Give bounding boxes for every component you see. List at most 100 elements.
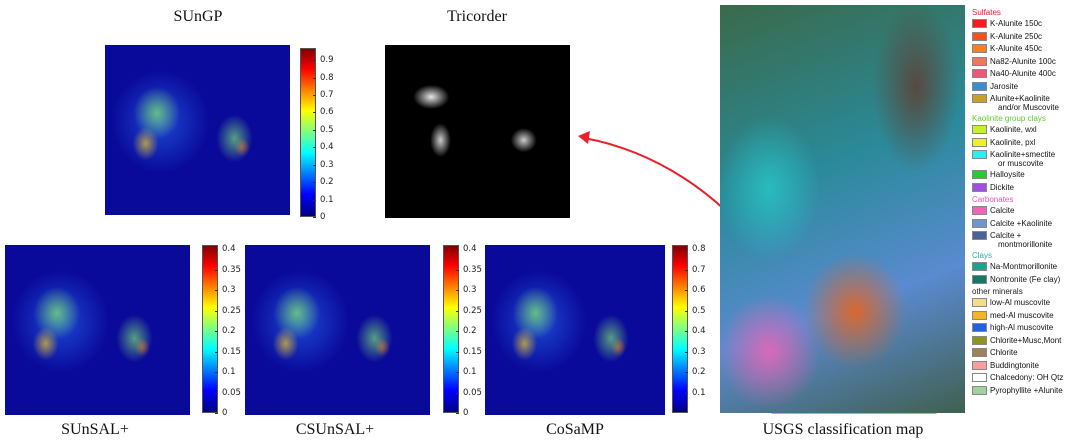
colorbar-tick [313,95,316,96]
legend-label: Chalcedony: OH Qtz [990,373,1063,382]
legend-label: Chlorite [990,348,1018,357]
legend-swatch [972,44,987,53]
colorbar-tick-label: 0.4 [463,244,477,254]
legend-label: Na40-Alunite 400c [990,69,1056,78]
colorbar-tick [313,147,316,148]
colorbar-tick [215,311,218,312]
legend-swatch [972,323,987,332]
colorbar-tick [313,130,316,131]
colorbar-tick-label: 0.05 [222,388,241,398]
colorbar-tick [313,200,316,201]
legend-swatch [972,219,987,228]
legend-swatch [972,206,987,215]
legend-swatch [972,57,987,66]
colorbar-tick-label: 0.2 [222,326,236,336]
legend-label: Na-Montmorillonite [990,262,1057,271]
legend-swatch [972,275,987,284]
legend-label: Buddingtonite [990,361,1039,370]
legend-header: Kaolinite group clays [972,114,1046,123]
colorbar-tick-label: 0.15 [222,347,241,357]
panel-image [105,45,290,215]
legend-label: med-Al muscovite [990,311,1054,320]
legend-swatch [972,19,987,28]
colorbar-tick [313,217,316,218]
colorbar-tick [685,290,688,291]
legend-swatch [972,231,987,240]
legend-swatch [972,150,987,159]
panel-title: CSUnSAL+ [296,421,374,439]
colorbar-tick-label: 0.3 [692,347,706,357]
legend-label: montmorillonite [998,240,1052,249]
legend-swatch [972,82,987,91]
panel-title: CoSaMP [546,421,604,439]
colorbar-tick-label: 0.35 [222,265,241,275]
colorbar-tick [685,393,688,394]
colorbar-tick-label: 0.2 [320,177,334,187]
colorbar-tick [685,249,688,250]
colorbar-tick-label: 0.8 [320,73,334,83]
colorbar-tick-label: 0.5 [692,306,706,316]
legend-label: Calcite +Kaolinite [990,219,1052,228]
colorbar-tick-label: 0.1 [692,388,706,398]
colorbar-tick-label: 0.8 [692,244,706,254]
legend-label: Kaolinite, pxl [990,138,1035,147]
colorbar-tick [215,331,218,332]
legend-swatch [972,348,987,357]
legend-label: K-Alunite 450c [990,44,1042,53]
colorbar-tick-label: 0 [222,408,227,418]
legend-label: Jarosite [990,82,1018,91]
colorbar-tick [313,182,316,183]
colorbar-tick-label: 0.2 [692,367,706,377]
legend-label: Halloysite [990,170,1025,179]
colorbar-tick-label: 0 [463,408,468,418]
colorbar-tick [313,165,316,166]
colorbar-tick [456,352,459,353]
legend-label: Na82-Alunite 100c [990,57,1056,66]
colorbar-tick-label: 0.7 [320,90,334,100]
page: (() => { const data = JSON.parse(documen… [0,0,1086,442]
legend-swatch [972,373,987,382]
colorbar-tick [456,372,459,373]
colorbar-tick [456,331,459,332]
colorbar-tick [215,249,218,250]
panel-image [5,245,190,415]
legend-swatch [972,94,987,103]
legend-swatch [972,386,987,395]
colorbar-tick-label: 0.1 [320,195,334,205]
legend-label: Alunite+Kaolinite [990,94,1050,103]
colorbar-tick-label: 0.1 [463,367,477,377]
legend-label: Kaolinite+smectite [990,150,1055,159]
colorbar-tick [456,393,459,394]
colorbar-tick-label: 0.15 [463,347,482,357]
colorbar-tick [685,372,688,373]
legend-label: Kaolinite, wxl [990,125,1037,134]
legend-swatch [972,311,987,320]
legend-swatch [972,262,987,271]
colorbar-tick [215,352,218,353]
legend-header: Carbonates [972,195,1013,204]
legend-swatch [972,298,987,307]
legend-swatch [972,183,987,192]
colorbar-tick-label: 0.3 [320,160,334,170]
colorbar-tick-label: 0.25 [222,306,241,316]
legend-swatch [972,32,987,41]
colorbar-tick-label: 0.4 [222,244,236,254]
colorbar-tick [685,270,688,271]
legend-label: K-Alunite 250c [990,32,1042,41]
panel-title: Tricorder [447,8,507,26]
legend-label: K-Alunite 150c [990,19,1042,28]
colorbar-tick [685,352,688,353]
colorbar-tick [685,311,688,312]
colorbar-tick [313,78,316,79]
colorbar-tick-label: 0.5 [320,125,334,135]
legend-label: Pyrophyllite +Alunite [990,386,1063,395]
legend-label: Chlorite+Musc,Mont [990,336,1061,345]
legend-swatch [972,361,987,370]
panel-image [245,245,430,415]
colorbar [300,48,316,217]
colorbar-tick-label: 0.7 [692,265,706,275]
colorbar-tick-label: 0.6 [692,285,706,295]
legend-label: Dickite [990,183,1014,192]
colorbar-tick [215,413,218,414]
legend-label: low-Al muscovite [990,298,1050,307]
